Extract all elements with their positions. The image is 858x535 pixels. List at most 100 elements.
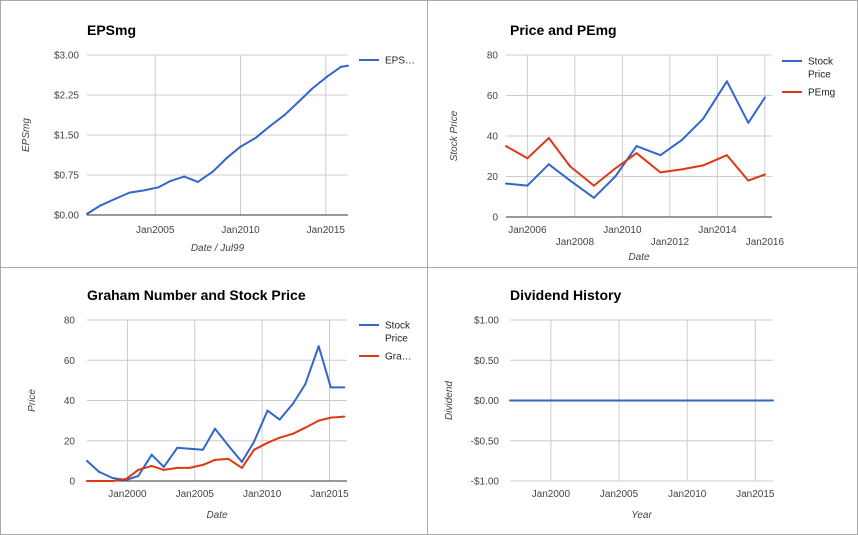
data-point: [547, 163, 550, 166]
data-point: [188, 466, 191, 469]
data-point: [196, 180, 199, 183]
data-point: [326, 75, 329, 78]
data-point: [99, 204, 102, 207]
data-point: [254, 136, 257, 139]
data-point: [240, 466, 243, 469]
chart-panel-graham-number: Graham Number and Stock Price 0 20 40 60 80 Ja…: [0, 267, 428, 535]
data-point: [635, 145, 638, 148]
data-point: [150, 464, 153, 467]
chart-svg: EPSmg $0.00 $0.75 $1.50 $2.25 $3.00 Jan2005 Jan…: [21, 22, 415, 254]
y-tick-label: $0.75: [54, 171, 79, 182]
data-point: [725, 80, 728, 83]
data-point: [614, 175, 617, 178]
data-point: [137, 475, 140, 477]
chart-svg: Graham Number and Stock Price 0 20 40 60 80 Ja…: [27, 287, 412, 521]
data-point: [137, 468, 140, 471]
y-tick-label: 80: [64, 316, 76, 327]
data-point: [292, 402, 295, 405]
legend-label: EPS…: [385, 56, 415, 67]
data-point: [115, 197, 117, 200]
data-point: [266, 441, 269, 444]
x-axis-title: Year: [631, 510, 652, 521]
series-line-1: [505, 137, 766, 187]
data-point: [680, 168, 683, 171]
data-point: [311, 87, 314, 90]
chart-title: Price and PEmg: [510, 22, 617, 38]
y-tick-label: 40: [487, 132, 499, 143]
data-point: [614, 167, 617, 170]
y-tick-label: $0.50: [474, 356, 499, 367]
data-point: [183, 175, 186, 178]
y-axis-title: Dividend: [444, 381, 455, 420]
data-point: [340, 65, 343, 68]
y-tick-label: $2.25: [54, 91, 79, 102]
x-tick-label: Jan2005: [600, 489, 639, 500]
data-point: [278, 436, 281, 439]
chart-panel-epsmg: EPSmg $0.00 $0.75 $1.50 $2.25 $3.00 Jan2005 Jan…: [0, 0, 428, 268]
data-point: [188, 447, 191, 450]
data-point: [253, 448, 255, 451]
x-tick-label: Jan2000: [108, 489, 147, 500]
data-point: [162, 468, 165, 471]
data-point: [111, 480, 114, 482]
data-point: [266, 409, 269, 412]
data-point: [725, 154, 728, 157]
data-point: [162, 465, 165, 468]
data-point: [526, 157, 529, 160]
legend-label: PEmg: [808, 88, 835, 99]
data-point: [86, 480, 88, 482]
chart-svg: Dividend History -$1.00 -$0.50 $0.00 $0.50 $1…: [444, 287, 775, 521]
y-tick-label: $0.00: [474, 396, 499, 407]
series-line-0: [86, 64, 349, 215]
chart-panel-price-and-pemg: Price and PEmg 0 20 40 60 80 Jan2006 Jan2008 Jan…: [427, 0, 858, 268]
data-point: [283, 113, 286, 116]
data-point: [227, 457, 230, 460]
x-tick-label: Jan2010: [668, 489, 707, 500]
data-point: [569, 179, 572, 182]
data-point: [659, 154, 662, 157]
series-line-0: [505, 80, 766, 199]
data-point: [225, 156, 228, 159]
legend-label: Stock Price: [385, 321, 411, 345]
data-point: [659, 171, 662, 174]
data-point: [212, 170, 215, 173]
chart-panel-dividend-history: Dividend History -$1.00 -$0.50 $0.00 $0.50 $1…: [427, 267, 858, 535]
x-tick-label: Jan2010: [243, 489, 282, 500]
data-point: [214, 458, 216, 461]
data-point: [772, 399, 774, 402]
x-tick-label: Jan2005: [176, 489, 215, 500]
x-axis-title: Date: [206, 510, 228, 521]
y-tick-label: 60: [487, 91, 499, 102]
data-point: [292, 432, 295, 435]
legend-label: Gra…: [385, 352, 412, 363]
x-tick-label: Jan2008: [556, 237, 595, 248]
data-point: [297, 100, 300, 103]
data-point: [142, 189, 145, 192]
data-point: [304, 426, 307, 429]
data-point: [86, 212, 88, 215]
y-tick-label: $1.50: [54, 131, 79, 142]
data-point: [278, 418, 281, 421]
data-point: [111, 477, 114, 479]
data-point: [253, 440, 255, 443]
data-point: [505, 182, 507, 185]
data-point: [526, 184, 529, 187]
data-point: [547, 137, 550, 139]
data-point: [227, 444, 230, 447]
data-point: [329, 416, 332, 419]
x-tick-label: Jan2010: [603, 225, 642, 236]
data-point: [747, 179, 750, 182]
data-point: [176, 446, 179, 449]
y-tick-label: $0.00: [54, 211, 79, 222]
data-point: [268, 125, 271, 128]
y-axis-title: Stock Price: [449, 110, 460, 161]
data-point: [505, 145, 507, 148]
y-tick-label: -$1.00: [471, 477, 500, 488]
x-tick-label: Jan2015: [736, 489, 775, 500]
x-tick-label: Jan2000: [532, 489, 571, 500]
data-point: [317, 419, 320, 422]
data-point: [329, 386, 332, 389]
data-point: [763, 173, 766, 176]
x-tick-label: Jan2015: [307, 225, 346, 236]
x-tick-label: Jan2014: [698, 225, 737, 236]
